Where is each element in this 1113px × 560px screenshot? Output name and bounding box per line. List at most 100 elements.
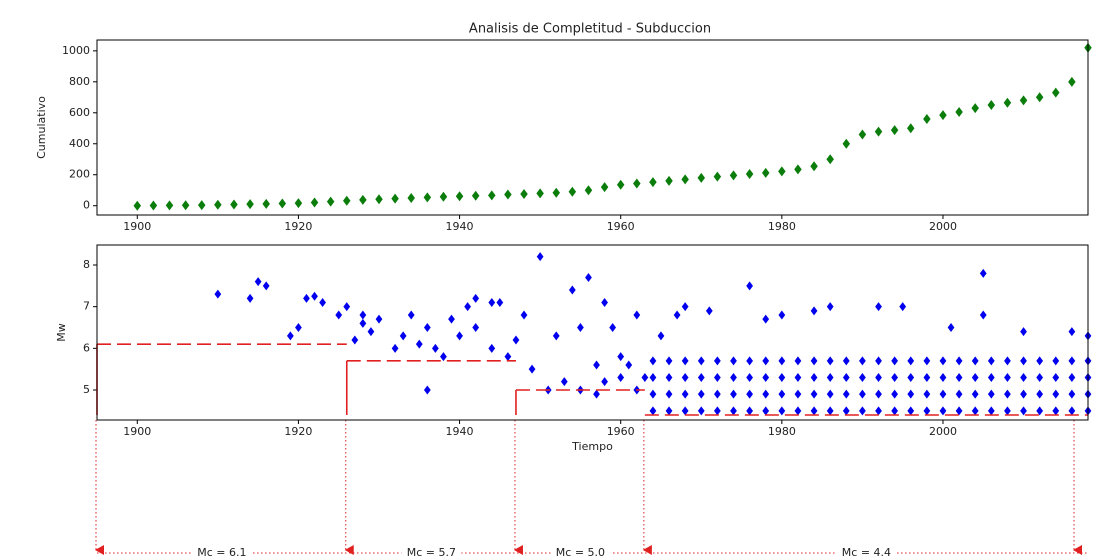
point <box>955 389 963 399</box>
point <box>842 356 850 366</box>
point <box>1004 389 1011 399</box>
point <box>609 323 617 332</box>
point <box>262 281 270 291</box>
mc-label-bg <box>191 546 252 560</box>
point <box>246 199 254 210</box>
point <box>971 356 979 366</box>
point <box>617 373 625 382</box>
mc-label-bg <box>401 546 462 560</box>
point <box>593 389 600 399</box>
point <box>730 356 737 366</box>
point <box>641 373 649 382</box>
point <box>826 373 834 382</box>
point <box>1052 87 1060 98</box>
point <box>842 138 851 149</box>
point <box>577 323 584 332</box>
point <box>455 191 464 202</box>
point <box>826 356 834 366</box>
point <box>874 126 883 137</box>
point <box>890 125 899 136</box>
point <box>730 406 737 416</box>
point <box>697 172 706 183</box>
point <box>762 373 770 382</box>
point <box>407 310 415 320</box>
point <box>939 373 947 382</box>
point <box>294 198 303 209</box>
point <box>197 200 206 211</box>
point <box>1068 327 1076 337</box>
point <box>971 406 979 416</box>
point <box>1035 92 1044 103</box>
point <box>303 293 310 303</box>
point <box>568 285 576 295</box>
point <box>875 356 882 366</box>
point <box>149 200 158 211</box>
point <box>891 356 899 366</box>
point <box>568 186 577 197</box>
mc-label: Mc = 5.0 <box>556 546 605 559</box>
point <box>778 406 786 416</box>
point <box>939 110 947 121</box>
point <box>681 406 689 416</box>
x-tick-label: 1900 <box>123 220 151 233</box>
point <box>746 389 753 399</box>
point <box>673 310 681 320</box>
point <box>907 373 915 382</box>
y-tick-label: 0 <box>83 199 90 212</box>
point <box>367 327 375 337</box>
point <box>891 389 899 399</box>
point <box>955 373 963 382</box>
point <box>560 377 568 387</box>
point <box>778 310 786 320</box>
point <box>1052 389 1060 399</box>
point <box>214 199 222 210</box>
point <box>971 103 979 114</box>
point <box>714 389 721 399</box>
point <box>464 302 471 312</box>
chart-title: Analisis de Completitud - Subduccion <box>469 22 711 37</box>
point <box>891 406 899 416</box>
point <box>359 318 367 328</box>
point <box>359 310 367 320</box>
y-axis-label: Mw <box>55 323 68 342</box>
point <box>681 373 689 382</box>
point <box>826 302 834 312</box>
y-tick-label: 200 <box>69 168 90 181</box>
point <box>456 331 463 341</box>
point <box>432 343 439 353</box>
point <box>697 406 705 416</box>
point <box>810 306 818 316</box>
point <box>472 293 480 303</box>
point <box>423 385 431 395</box>
point <box>343 302 351 312</box>
point <box>504 352 512 362</box>
point <box>1036 389 1044 399</box>
point <box>391 193 399 204</box>
point <box>351 335 359 345</box>
point <box>730 373 737 382</box>
point <box>923 389 931 399</box>
point <box>729 170 738 181</box>
point <box>391 343 399 353</box>
point <box>343 195 351 206</box>
point <box>979 268 987 278</box>
axes-frame <box>96 244 1089 421</box>
point <box>794 373 802 382</box>
x-tick-label: 1920 <box>284 220 312 233</box>
point <box>987 356 995 366</box>
point <box>859 406 866 416</box>
point <box>617 352 625 362</box>
point <box>794 389 802 399</box>
point <box>1020 327 1027 337</box>
point <box>488 343 496 353</box>
point <box>810 161 818 172</box>
mc-label-bg <box>550 546 611 560</box>
point <box>649 177 657 188</box>
point <box>246 293 254 303</box>
x-tick-label: 1980 <box>768 220 796 233</box>
point <box>705 306 713 316</box>
point <box>1052 356 1060 366</box>
mc-label: Mc = 4.4 <box>842 546 891 559</box>
point <box>295 323 302 332</box>
point <box>987 389 995 399</box>
